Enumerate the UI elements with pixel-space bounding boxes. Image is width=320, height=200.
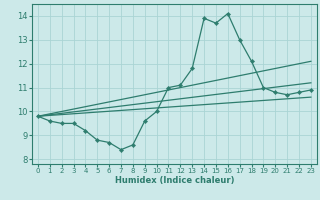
X-axis label: Humidex (Indice chaleur): Humidex (Indice chaleur) (115, 176, 234, 185)
